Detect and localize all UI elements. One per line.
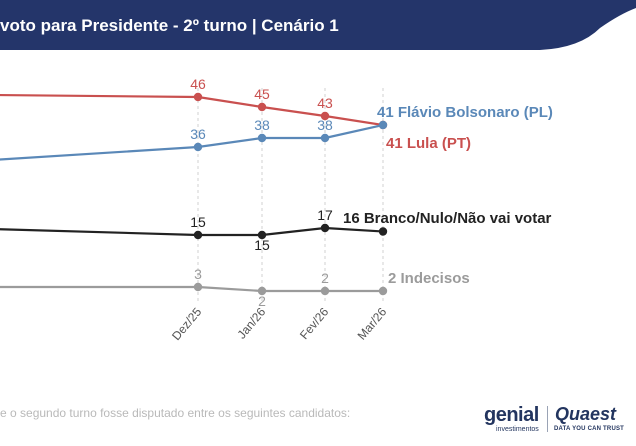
data-point-branco	[320, 223, 330, 233]
genial-logo-subtext: investimentos	[496, 426, 539, 433]
data-point-flavio	[378, 120, 388, 130]
logo-divider	[547, 406, 548, 432]
data-point-lula	[257, 102, 267, 112]
point-value-label: 15	[190, 214, 206, 230]
point-value-label: 2	[321, 270, 329, 286]
genial-logo: genial investimentos	[482, 404, 546, 436]
point-value-label: 45	[254, 86, 270, 102]
header-band-shape	[0, 0, 636, 50]
point-value-label: 43	[317, 95, 333, 111]
point-value-label: 15	[254, 237, 270, 253]
data-point-flavio	[257, 133, 267, 143]
point-value-label: 38	[317, 117, 333, 133]
data-point-indecisos	[257, 286, 267, 296]
data-point-lula	[320, 111, 330, 121]
data-point-flavio	[320, 133, 330, 143]
point-value-label: 3	[194, 266, 202, 282]
point-value-label: 38	[254, 117, 270, 133]
chart-labels: Dez/25 Jan/26 Fev/26 Mar/26 46 45 43 36 38 38 15 15…	[169, 76, 553, 343]
genial-logo-word: genial	[484, 404, 539, 426]
point-value-label: 2	[258, 293, 266, 309]
chart-lines	[0, 92, 388, 296]
x-tick-label: Dez/25	[169, 305, 204, 343]
point-value-label: 36	[190, 126, 206, 142]
series-end-label-indecisos: 2 Indecisos	[388, 270, 470, 287]
x-tick-label: Jan/26	[234, 305, 268, 342]
point-value-label: 46	[190, 76, 206, 92]
data-point-indecisos	[193, 282, 203, 292]
series-end-label-lula: 41 Lula (PT)	[386, 135, 471, 152]
data-point-branco	[378, 227, 388, 236]
quaest-logo-tagline: DATA YOU CAN TRUST	[554, 426, 625, 432]
data-point-branco	[193, 230, 203, 240]
header-band	[0, 0, 636, 50]
quaest-logo-word: Quaest	[555, 404, 617, 424]
data-point-indecisos	[320, 286, 330, 296]
data-point-indecisos	[378, 286, 388, 296]
line-chart: Dez/25 Jan/26 Fev/26 Mar/26 46 45 43 36 38 38 15 15…	[0, 76, 553, 343]
x-tick-label: Fev/26	[297, 305, 332, 342]
point-value-label: 17	[317, 207, 333, 223]
chart-header-title: voto para Presidente - 2º turno | Cenári…	[0, 16, 339, 35]
footnote-text: e o segundo turno fosse disputado entre …	[0, 406, 351, 420]
data-point-lula	[193, 92, 203, 102]
quaest-logo: Quaest DATA YOU CAN TRUST	[552, 404, 636, 436]
series-end-label-flavio: 41 Flávio Bolsonaro (PL)	[377, 104, 553, 121]
series-end-label-branco: 16 Branco/Nulo/Não vai votar	[343, 210, 552, 227]
data-point-branco	[257, 230, 267, 240]
x-tick-label: Mar/26	[355, 305, 390, 343]
data-point-flavio	[193, 142, 203, 152]
